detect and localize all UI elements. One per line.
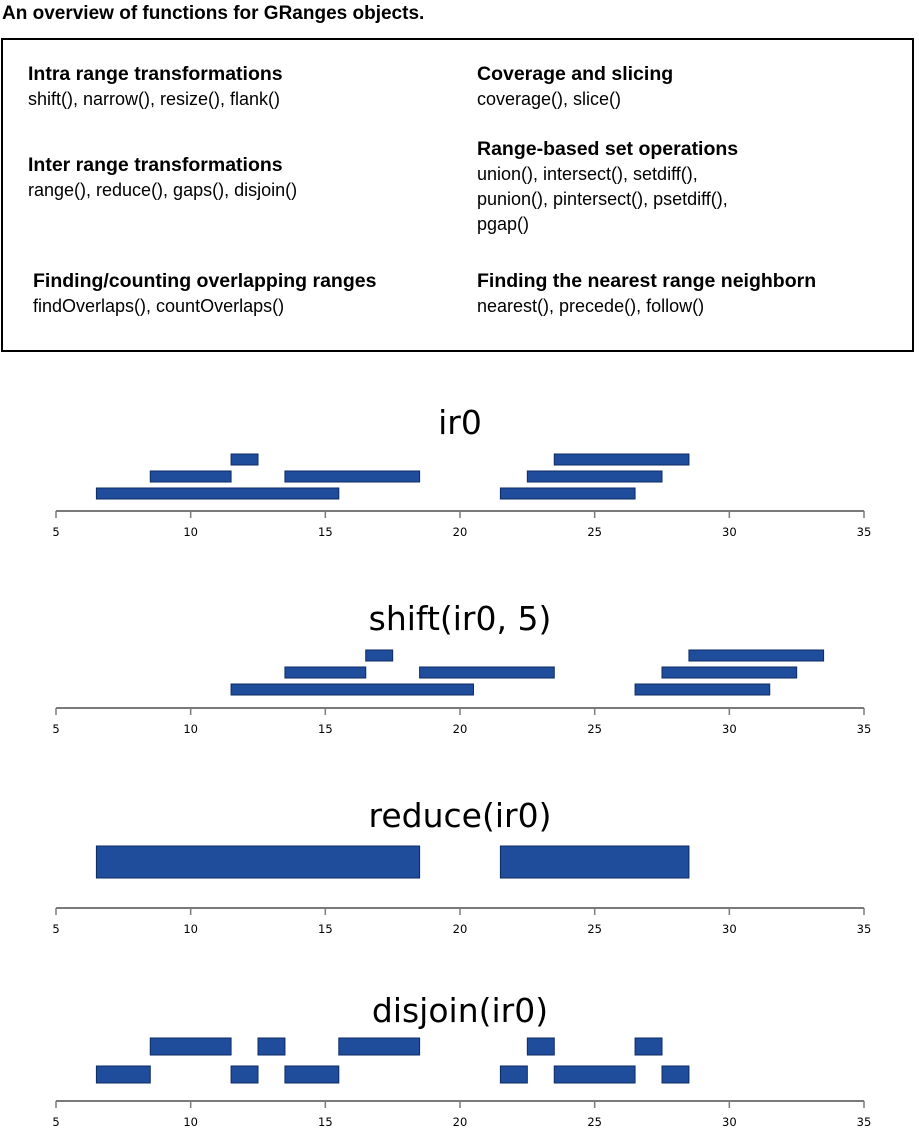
- x-tick-label: 10: [183, 722, 198, 736]
- range-bar: [95, 845, 421, 879]
- range-bar: [230, 683, 474, 696]
- function-group-inter-range: Inter range transformations range(), red…: [28, 153, 297, 203]
- range-bar: [419, 666, 555, 679]
- x-tick-label: 30: [722, 922, 737, 936]
- range-bar: [284, 470, 421, 483]
- range-bar: [284, 1065, 340, 1084]
- function-group-overlaps: Finding/counting overlapping ranges find…: [33, 269, 376, 319]
- x-tick-label: 15: [318, 722, 333, 736]
- x-tick-label: 25: [587, 922, 602, 936]
- x-tick-label: 10: [183, 525, 198, 539]
- function-group-coverage: Coverage and slicing coverage(), slice(): [477, 62, 673, 112]
- range-bar: [499, 845, 690, 879]
- x-tick-label: 30: [722, 1115, 737, 1129]
- x-tick-label: 25: [587, 1115, 602, 1129]
- range-bar: [257, 1037, 286, 1056]
- x-tick-label: 20: [453, 922, 468, 936]
- group-functions: punion(), pintersect(), psetdiff(),: [477, 189, 728, 209]
- x-tick-label: 35: [857, 722, 872, 736]
- page-title: An overview of functions for GRanges obj…: [2, 3, 425, 24]
- range-bar: [365, 649, 394, 662]
- x-tick-label: 20: [453, 525, 468, 539]
- range-bar: [634, 683, 771, 696]
- x-tick-label: 5: [52, 1115, 59, 1129]
- range-bar: [526, 1037, 555, 1056]
- range-bar: [553, 1065, 636, 1084]
- x-tick-label: 35: [857, 1115, 872, 1129]
- x-tick-label: 15: [318, 525, 333, 539]
- range-bar: [499, 487, 636, 500]
- range-bar: [95, 1065, 151, 1084]
- group-functions: coverage(), slice(): [477, 89, 622, 109]
- group-heading: Range-based set operations: [477, 138, 739, 160]
- group-heading: Inter range transformations: [28, 154, 283, 176]
- function-group-nearest: Finding the nearest range neighborn near…: [477, 269, 816, 319]
- group-functions: range(), reduce(), gaps(), disjoin(): [28, 180, 298, 200]
- range-bar: [230, 453, 259, 466]
- range-bar: [149, 470, 232, 483]
- range-bar: [661, 666, 798, 679]
- range-bar: [499, 1065, 528, 1084]
- group-functions: nearest(), precede(), follow(): [477, 296, 705, 316]
- function-group-intra-range: Intra range transformations shift(), nar…: [28, 62, 283, 112]
- panel-title: shift(ir0, 5): [369, 599, 552, 638]
- x-tick-label: 35: [857, 922, 872, 936]
- x-tick-label: 30: [722, 525, 737, 539]
- panel-title: reduce(ir0): [369, 796, 552, 835]
- x-tick-label: 10: [183, 1115, 198, 1129]
- group-functions: union(), intersect(), setdiff(),: [477, 164, 698, 184]
- range-bar: [688, 649, 825, 662]
- range-bar: [149, 1037, 232, 1056]
- range-bar: [284, 666, 367, 679]
- x-tick-label: 10: [183, 922, 198, 936]
- x-tick-label: 15: [318, 922, 333, 936]
- function-group-set-operations: Range-based set operations union(), inte…: [477, 137, 738, 237]
- x-tick-label: 20: [453, 1115, 468, 1129]
- x-tick-label: 5: [52, 525, 59, 539]
- group-heading: Finding the nearest range neighborn: [477, 270, 817, 292]
- x-tick-label: 25: [587, 525, 602, 539]
- x-tick-label: 5: [52, 922, 59, 936]
- range-bar: [526, 470, 663, 483]
- range-bar: [661, 1065, 690, 1084]
- range-bar: [338, 1037, 421, 1056]
- group-heading: Coverage and slicing: [477, 63, 674, 85]
- panel-title: ir0: [438, 403, 482, 442]
- group-heading: Finding/counting overlapping ranges: [33, 270, 377, 292]
- x-tick-label: 30: [722, 722, 737, 736]
- x-tick-label: 15: [318, 1115, 333, 1129]
- x-tick-label: 35: [857, 525, 872, 539]
- group-functions: findOverlaps(), countOverlaps(): [33, 296, 285, 316]
- panel-title: disjoin(ir0): [372, 991, 548, 1030]
- x-tick-label: 5: [52, 722, 59, 736]
- group-functions: pgap(): [477, 214, 530, 234]
- range-bar: [230, 1065, 259, 1084]
- x-tick-label: 25: [587, 722, 602, 736]
- range-bar: [634, 1037, 663, 1056]
- x-tick-label: 20: [453, 722, 468, 736]
- group-heading: Intra range transformations: [28, 63, 283, 85]
- functions-overview-box: Intra range transformations shift(), nar…: [1, 38, 914, 352]
- group-functions: shift(), narrow(), resize(), flank(): [28, 89, 281, 109]
- range-bar: [553, 453, 690, 466]
- range-bar: [95, 487, 340, 500]
